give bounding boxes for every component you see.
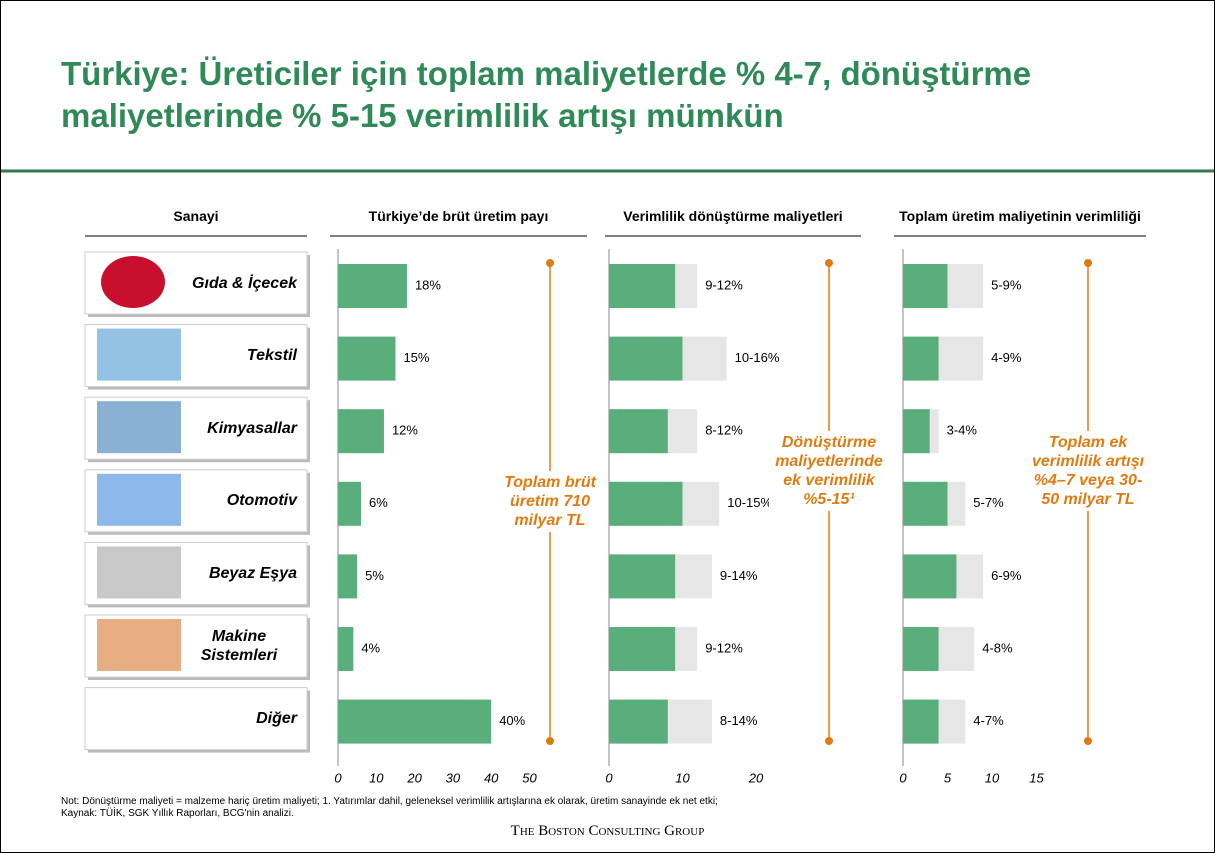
x-tick-label: 20 (406, 770, 422, 785)
value-label: 9-14% (720, 568, 758, 583)
value-label: 8-12% (705, 423, 743, 438)
x-tick-label: 50 (522, 770, 537, 785)
value-label: 18% (415, 277, 441, 292)
value-label: 5-7% (973, 495, 1004, 510)
annotation-dot (1084, 737, 1092, 745)
industry-label-wrap: Diğer (181, 688, 297, 750)
value-label: 12% (392, 423, 418, 438)
value-label: 10-15% (727, 495, 772, 510)
footnote: Kaynak: TÜİK, SGK Yıllık Raporları, BCG'… (61, 808, 294, 819)
industry-label: Makine Sistemleri (200, 628, 278, 664)
bar (338, 554, 358, 599)
bar (338, 627, 354, 671)
slide-title: Türkiye: Üreticiler için toplam maliyetl… (61, 55, 1032, 134)
column-header: Türkiye’de brüt üretim payı (368, 208, 549, 224)
industry-label-wrap: Makine Sistemleri (181, 615, 297, 677)
x-tick-label: 10 (675, 770, 690, 785)
annotation-dot (825, 737, 833, 745)
range-bar-low (903, 336, 939, 381)
range-bar-low (609, 699, 668, 744)
range-bar-low (903, 627, 939, 671)
industry-label: Kimyasallar (207, 419, 297, 437)
annotation-dot (1084, 259, 1092, 267)
bar (338, 409, 384, 454)
x-tick-label: 40 (484, 770, 499, 785)
range-bar-low (609, 481, 683, 526)
industry-label: Otomotiv (226, 492, 297, 510)
bar (338, 336, 396, 381)
x-tick-label: 10 (369, 770, 384, 785)
column-header: Verimlilik dönüştürme maliyetleri (623, 208, 843, 224)
annotation: Dönüştürme maliyetlerinde ek verimlilik … (769, 431, 889, 511)
value-label: 6% (369, 495, 388, 510)
value-label: 6-9% (991, 568, 1022, 583)
value-label: 9-12% (705, 640, 743, 655)
range-bar-low (903, 409, 930, 454)
icon (97, 546, 181, 599)
range-bar-low (903, 264, 948, 308)
value-label: 3-4% (947, 423, 978, 438)
range-bar-low (609, 409, 668, 454)
value-label: 10-16% (735, 350, 780, 365)
x-tick-label: 5 (944, 770, 952, 785)
range-bar-low (609, 627, 676, 671)
x-tick-label: 20 (748, 770, 764, 785)
industry-label-wrap: Kimyasallar (181, 397, 297, 459)
logo: The Boston Consulting Group (510, 823, 705, 839)
range-bar-low (903, 699, 939, 744)
industry-label: Gıda & İçecek (192, 274, 297, 292)
value-label: 5% (365, 568, 384, 583)
x-tick-label: 0 (605, 770, 613, 785)
industry-label: Beyaz Eşya (208, 564, 297, 582)
value-label: 5-9% (991, 277, 1022, 292)
value-label: 4-9% (991, 350, 1022, 365)
icon (101, 256, 165, 308)
industry-box (84, 687, 308, 751)
range-bar-low (609, 264, 676, 308)
value-label: 4-7% (973, 713, 1004, 728)
footnote: Not: Dönüştürme maliyeti = malzeme hariç… (61, 796, 718, 807)
x-tick-label: 0 (334, 770, 342, 785)
x-tick-label: 0 (899, 770, 907, 785)
industry-label-wrap: Otomotiv (181, 470, 297, 532)
industry-label: Diğer (256, 710, 297, 728)
x-tick-label: 10 (985, 770, 1000, 785)
annotation-dot (546, 259, 554, 267)
annotation-dot (546, 737, 554, 745)
industry-label: Tekstil (246, 347, 297, 365)
icon (97, 328, 181, 381)
icon (97, 401, 181, 454)
annotation: Toplam brüt üretim 710 milyar TL (500, 470, 600, 532)
column-header: Sanayi (173, 208, 219, 224)
icon (97, 619, 181, 671)
bar (338, 481, 361, 526)
value-label: 9-12% (705, 277, 743, 292)
x-tick-label: 30 (446, 770, 461, 785)
value-label: 4% (361, 640, 380, 655)
range-bar-low (903, 481, 948, 526)
column-header: Toplam üretim maliyetinin verimliliği (899, 208, 1141, 224)
icon (97, 473, 181, 526)
industry-label-wrap: Tekstil (181, 325, 297, 387)
bar (338, 264, 407, 308)
annotation-dot (825, 259, 833, 267)
bar (338, 699, 492, 744)
x-tick-label: 15 (1029, 770, 1044, 785)
annotation: Toplam ek verimlilik artışı %4–7 veya 30… (1028, 431, 1148, 511)
range-bar-low (609, 336, 683, 381)
value-label: 4-8% (982, 640, 1013, 655)
value-label: 8-14% (720, 713, 758, 728)
range-bar-low (609, 554, 676, 599)
industry-label-wrap: Gıda & İçecek (181, 252, 297, 314)
value-label: 15% (403, 350, 429, 365)
value-label: 40% (499, 713, 525, 728)
industry-label-wrap: Beyaz Eşya (181, 542, 297, 604)
range-bar-low (903, 554, 957, 599)
